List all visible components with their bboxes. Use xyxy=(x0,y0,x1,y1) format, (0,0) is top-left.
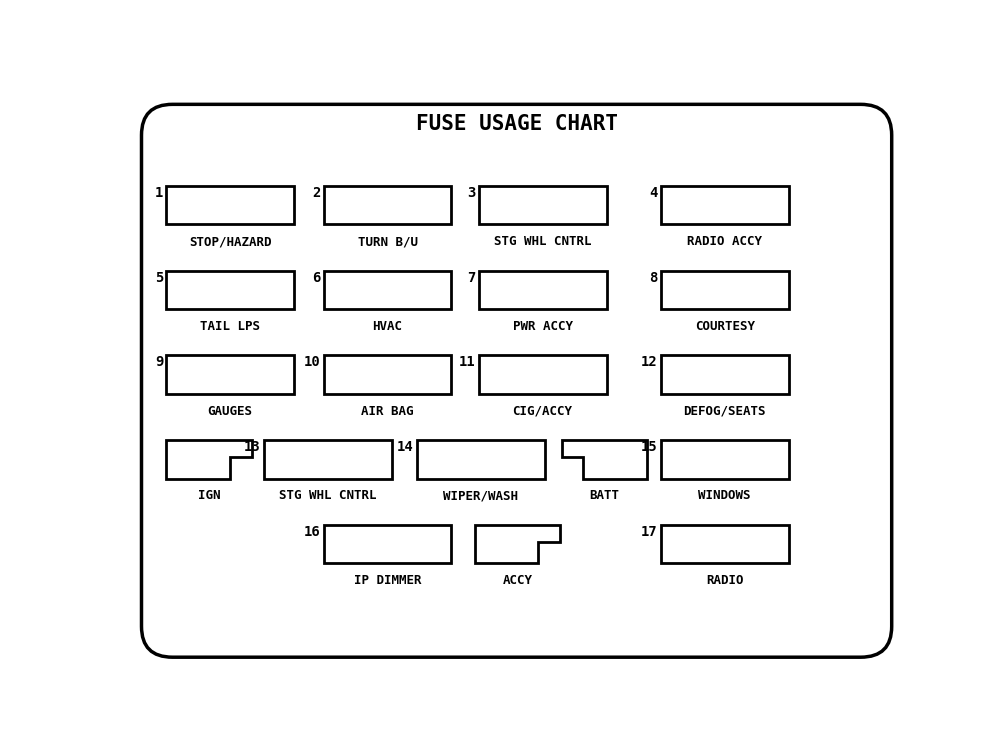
Text: RADIO ACCY: RADIO ACCY xyxy=(687,235,762,248)
Text: 6: 6 xyxy=(312,271,321,285)
Text: 17: 17 xyxy=(641,525,657,539)
Text: 14: 14 xyxy=(397,440,413,454)
Text: STOP/HAZARD: STOP/HAZARD xyxy=(188,235,271,248)
Text: PWR ACCY: PWR ACCY xyxy=(512,320,573,333)
Text: IGN: IGN xyxy=(198,489,220,502)
Bar xyxy=(479,186,607,225)
Text: 13: 13 xyxy=(244,440,261,454)
Polygon shape xyxy=(561,440,647,479)
Text: TURN B/U: TURN B/U xyxy=(358,235,417,248)
Text: DEFOG/SEATS: DEFOG/SEATS xyxy=(683,405,766,418)
Text: GAUGES: GAUGES xyxy=(208,405,253,418)
Text: 9: 9 xyxy=(155,355,163,369)
Bar xyxy=(416,440,544,479)
Polygon shape xyxy=(475,525,560,563)
Text: 1: 1 xyxy=(155,186,163,200)
Text: CIG/ACCY: CIG/ACCY xyxy=(512,405,573,418)
Text: 12: 12 xyxy=(641,355,657,369)
Text: 10: 10 xyxy=(303,355,321,369)
Bar xyxy=(661,525,788,563)
Text: IP DIMMER: IP DIMMER xyxy=(354,574,421,587)
Bar xyxy=(661,186,788,225)
Text: RADIO: RADIO xyxy=(706,574,744,587)
FancyBboxPatch shape xyxy=(141,104,892,657)
Text: 16: 16 xyxy=(303,525,321,539)
Bar xyxy=(661,440,788,479)
Text: 15: 15 xyxy=(641,440,657,454)
Text: 3: 3 xyxy=(467,186,476,200)
Bar xyxy=(479,355,607,394)
Bar xyxy=(324,525,452,563)
Text: STG WHL CNTRL: STG WHL CNTRL xyxy=(279,489,377,502)
Bar xyxy=(324,186,452,225)
Text: 8: 8 xyxy=(649,271,657,285)
Text: ACCY: ACCY xyxy=(502,574,532,587)
Bar xyxy=(479,271,607,309)
Text: WINDOWS: WINDOWS xyxy=(699,489,751,502)
Bar xyxy=(166,355,294,394)
Text: 4: 4 xyxy=(649,186,657,200)
Text: 5: 5 xyxy=(155,271,163,285)
Text: HVAC: HVAC xyxy=(373,320,402,333)
Text: TAIL LPS: TAIL LPS xyxy=(201,320,260,333)
Text: BATT: BATT xyxy=(589,489,619,502)
Text: 7: 7 xyxy=(467,271,476,285)
Text: STG WHL CNTRL: STG WHL CNTRL xyxy=(494,235,592,248)
Text: COURTESY: COURTESY xyxy=(695,320,755,333)
Polygon shape xyxy=(166,440,252,479)
Bar xyxy=(324,271,452,309)
Bar xyxy=(324,355,452,394)
Bar xyxy=(166,186,294,225)
Bar xyxy=(661,355,788,394)
Text: 2: 2 xyxy=(312,186,321,200)
Text: FUSE USAGE CHART: FUSE USAGE CHART xyxy=(415,115,618,134)
Text: WIPER/WASH: WIPER/WASH xyxy=(444,489,518,502)
Text: AIR BAG: AIR BAG xyxy=(361,405,414,418)
Text: 11: 11 xyxy=(459,355,476,369)
Bar xyxy=(264,440,392,479)
Bar xyxy=(661,271,788,309)
Bar xyxy=(166,271,294,309)
